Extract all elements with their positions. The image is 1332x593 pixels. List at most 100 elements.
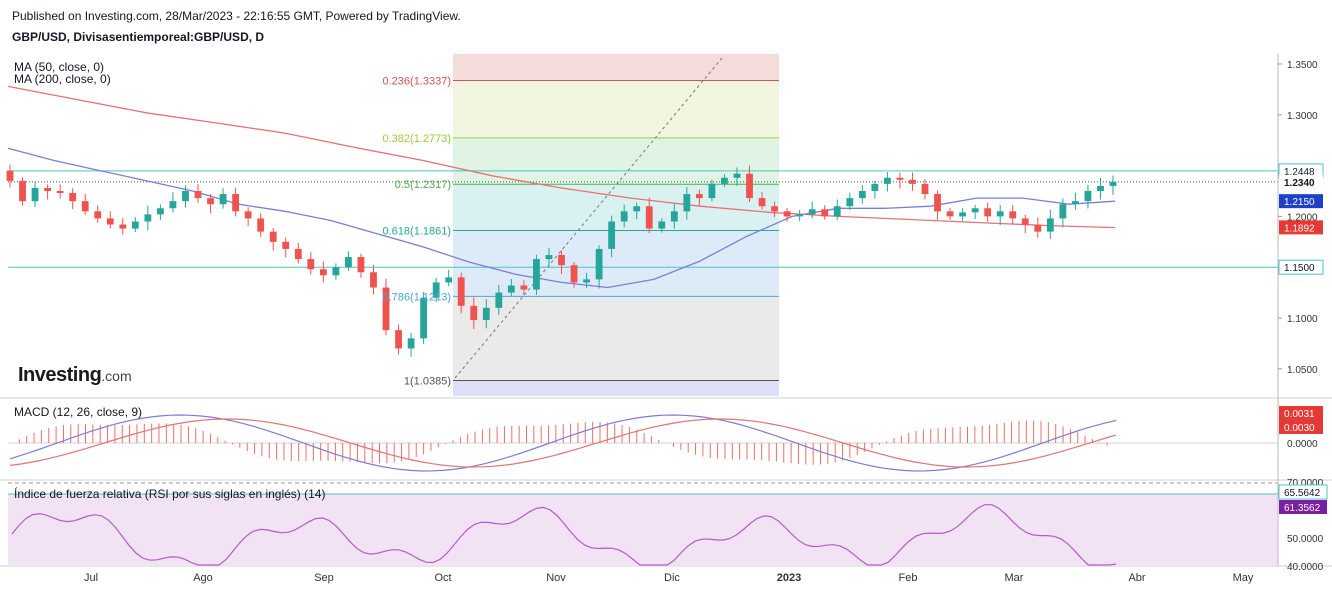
candle-body bbox=[56, 191, 64, 194]
rsi-legend[interactable]: Índice de fuerza relativa (RSI por sus s… bbox=[14, 487, 326, 501]
candle-body bbox=[232, 194, 240, 212]
macd-legend[interactable]: MACD (12, 26, close, 9) bbox=[14, 405, 143, 419]
logo-suffix: .com bbox=[101, 368, 132, 384]
price-tag-label: 1.2340 bbox=[1284, 178, 1315, 189]
time-tick-label: Nov bbox=[546, 572, 566, 584]
candle-body bbox=[495, 292, 503, 308]
candle-body bbox=[633, 206, 641, 212]
candle-body bbox=[157, 208, 164, 215]
candle-body bbox=[583, 279, 590, 283]
rsi-tag-label: 65.5642 bbox=[1284, 488, 1321, 499]
candle-body bbox=[833, 206, 841, 217]
candle-body bbox=[645, 206, 653, 229]
candle-body bbox=[470, 305, 478, 321]
candle-body bbox=[457, 277, 465, 306]
candle-body bbox=[783, 211, 791, 217]
candle-body bbox=[1097, 185, 1104, 191]
ma50-legend[interactable]: MA (50, close, 0) bbox=[14, 60, 105, 74]
candle-body bbox=[106, 218, 114, 225]
time-tick-label: Abr bbox=[1128, 572, 1145, 584]
candle-body bbox=[871, 183, 879, 191]
time-axis[interactable]: Jul Ago Sep Oct Nov Dic 2023 Feb Mar Abr May bbox=[84, 572, 1254, 584]
fib-level-label: 1(1.0385) bbox=[404, 375, 451, 387]
candle-body bbox=[507, 285, 515, 293]
candle-body bbox=[332, 267, 340, 276]
candle-body bbox=[771, 206, 778, 212]
candle-body bbox=[1009, 211, 1017, 219]
macd-pane bbox=[8, 414, 1278, 472]
candle-body bbox=[244, 211, 252, 219]
candle-body bbox=[19, 180, 26, 202]
price-tick-label: 1.0500 bbox=[1287, 365, 1318, 376]
candle-body bbox=[520, 285, 528, 290]
price-axis[interactable]: 1.3500 1.3000 1.2000 1.1000 1.0500 1.24481.23… bbox=[1277, 54, 1328, 573]
macd-tag-label: 0.0030 bbox=[1284, 423, 1315, 434]
rsi-tick-label: 70.0000 bbox=[1287, 478, 1324, 489]
published-note: Published on Investing.com, 28/Mar/2023 … bbox=[12, 9, 461, 23]
macd-tick-label: 0.0000 bbox=[1287, 439, 1318, 450]
fibonacci-retracement[interactable] bbox=[453, 54, 779, 396]
candle-body bbox=[395, 330, 402, 349]
candle-body bbox=[971, 208, 979, 213]
candle-body bbox=[808, 209, 816, 215]
candle-body bbox=[69, 193, 77, 202]
price-tick-label: 1.1000 bbox=[1287, 314, 1318, 325]
candle-body bbox=[119, 224, 127, 229]
macd-signal-line bbox=[9, 418, 1117, 468]
fib-level-label: 0.618(1.1861) bbox=[383, 226, 452, 238]
rsi-line bbox=[11, 504, 1117, 566]
candle-body bbox=[257, 218, 265, 232]
time-tick-label: Sep bbox=[314, 572, 334, 584]
candle-body bbox=[959, 212, 966, 217]
rsi-tag-label: 61.3562 bbox=[1284, 503, 1321, 514]
candle-body bbox=[207, 198, 214, 205]
candle-body bbox=[1046, 218, 1054, 232]
candle-body bbox=[545, 255, 553, 260]
candle-body bbox=[896, 177, 904, 180]
candle-body bbox=[595, 248, 603, 280]
time-tick-label: Ago bbox=[193, 572, 213, 584]
candle-body bbox=[695, 194, 703, 199]
candle-body bbox=[31, 187, 39, 202]
time-tick-label: Jul bbox=[84, 572, 98, 584]
candle-body bbox=[533, 259, 540, 290]
candle-body bbox=[482, 307, 490, 321]
price-tag-box bbox=[1279, 220, 1323, 235]
macd-tag-box bbox=[1279, 406, 1323, 420]
candle-body bbox=[796, 214, 804, 217]
candle-body bbox=[758, 198, 766, 207]
fib-level-label: 0.786(1.1213) bbox=[383, 291, 452, 303]
time-tick-label: Oct bbox=[434, 572, 451, 584]
rsi-tag-box bbox=[1279, 500, 1327, 514]
candle-body bbox=[44, 187, 52, 191]
candle-body bbox=[1084, 191, 1092, 202]
candle-body bbox=[909, 179, 916, 184]
time-tick-label: Dic bbox=[664, 572, 680, 584]
time-tick-label: May bbox=[1233, 572, 1254, 584]
candle-body bbox=[282, 241, 290, 249]
fib-zone bbox=[453, 184, 779, 231]
candle-body bbox=[131, 221, 139, 229]
candle-body bbox=[445, 277, 453, 283]
candle-body bbox=[169, 201, 177, 209]
candle-body bbox=[721, 177, 728, 184]
candle-body bbox=[345, 257, 352, 268]
candle-body bbox=[683, 194, 691, 212]
candle-body bbox=[1034, 224, 1042, 232]
price-tag-label: 1.2448 bbox=[1284, 167, 1315, 178]
candle-body bbox=[1059, 204, 1067, 219]
time-tick-label: Mar bbox=[1005, 572, 1024, 584]
candle-body bbox=[182, 191, 189, 202]
symbol-title: GBP/USD, Divisasentiemporeal:GBP/USD, D bbox=[12, 30, 265, 44]
candle-body bbox=[708, 183, 716, 199]
ma200-legend[interactable]: MA (200, close, 0) bbox=[14, 72, 111, 86]
candle-body bbox=[846, 198, 854, 207]
candle-body bbox=[432, 282, 440, 298]
candle-body bbox=[883, 177, 891, 184]
candle-body bbox=[420, 297, 428, 339]
rsi-tick-label: 40.0000 bbox=[1287, 562, 1324, 573]
price-tick-label: 1.2000 bbox=[1287, 212, 1318, 223]
candle-body bbox=[746, 173, 753, 199]
price-tag-label: 1.2150 bbox=[1284, 197, 1315, 208]
